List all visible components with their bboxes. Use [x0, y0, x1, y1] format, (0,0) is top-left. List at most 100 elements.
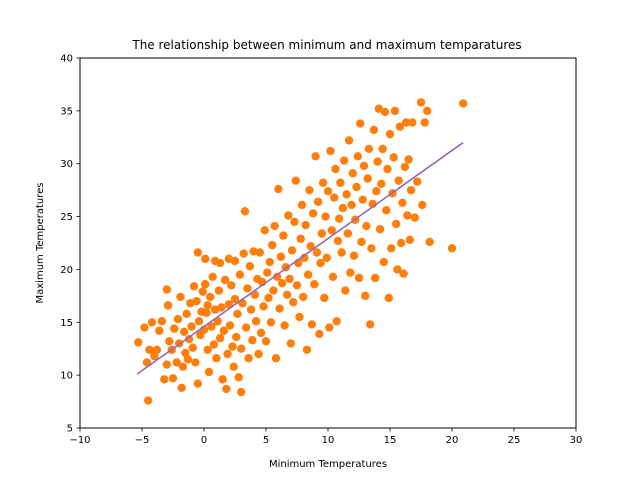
scatter-point — [140, 323, 149, 332]
scatter-point — [331, 164, 340, 174]
scatter-point — [364, 144, 374, 154]
scatter-point — [395, 122, 405, 131]
chart-title: The relationship between minimum and max… — [131, 38, 521, 52]
scatter-point — [265, 257, 274, 267]
scatter-point — [215, 258, 225, 268]
scatter-point — [188, 343, 198, 352]
scatter-point — [246, 305, 256, 314]
scatter-point — [306, 241, 315, 251]
scatter-point — [305, 185, 314, 195]
scatter-point — [224, 300, 233, 309]
scatter-point — [346, 268, 355, 277]
scatter-point — [400, 162, 410, 172]
scatter-point — [310, 280, 319, 289]
scatter-point — [225, 321, 235, 330]
scatter-point — [181, 348, 190, 358]
scatter-point — [292, 281, 302, 290]
scatter-point — [339, 156, 349, 165]
scatter-point — [361, 291, 370, 301]
scatter-point — [212, 354, 221, 363]
scatter-point — [362, 221, 371, 231]
y-tick-label: 40 — [60, 54, 73, 65]
scatter-point — [274, 184, 283, 194]
scatter-point — [165, 337, 174, 346]
scatter-point — [193, 248, 202, 257]
x-tick-label: 5 — [263, 435, 269, 446]
scatter-point — [383, 164, 392, 174]
scatter-point — [327, 226, 336, 235]
scatter-point — [222, 384, 231, 394]
scatter-point — [269, 286, 278, 295]
scatter-point — [382, 206, 391, 215]
scatter-point — [168, 374, 178, 383]
scatter-point — [266, 318, 276, 327]
scatter-point — [241, 323, 251, 332]
scatter-point — [178, 362, 188, 371]
x-tick-label: −5 — [135, 435, 150, 446]
scatter-point — [307, 320, 317, 329]
scatter-point — [399, 269, 408, 278]
scatter-point — [367, 244, 376, 253]
scatter-point — [229, 362, 238, 371]
scatter-point — [348, 169, 357, 178]
scatter-point — [369, 125, 379, 135]
scatter-point — [209, 340, 219, 349]
scatter-point — [206, 292, 215, 302]
scatter-point — [358, 195, 367, 204]
scatter-point — [375, 225, 385, 234]
x-tick-label: 10 — [322, 435, 335, 446]
scatter-point — [384, 293, 393, 303]
scatter-point — [370, 273, 380, 283]
scatter-point — [317, 229, 326, 238]
scatter-point — [323, 187, 333, 196]
scatter-point — [183, 355, 193, 364]
x-axis-label: Minimum Temperatures — [269, 459, 387, 470]
scatter-point — [342, 190, 351, 199]
scatter-point — [228, 342, 237, 351]
y-axis-label: Maximum Temperatures — [35, 182, 46, 303]
scatter-point — [270, 221, 279, 231]
chart-marks — [134, 98, 468, 405]
scatter-point — [189, 282, 199, 291]
x-tick-label: −10 — [69, 435, 90, 446]
scatter-point — [318, 178, 328, 187]
scatter-point — [390, 106, 400, 116]
scatter-point — [261, 337, 271, 346]
scatter-point — [285, 274, 294, 284]
scatter-point — [201, 254, 210, 264]
scatter-point — [207, 322, 216, 331]
scatter-point — [276, 252, 286, 261]
scatter-point — [227, 281, 236, 290]
scatter-point — [282, 290, 292, 299]
scatter-point — [385, 129, 395, 139]
scatter-point — [325, 323, 334, 332]
regression-line — [136, 141, 464, 375]
scatter-point — [238, 299, 247, 308]
scatter-point — [255, 248, 264, 257]
scatter-point — [393, 265, 402, 274]
scatter-point — [230, 294, 240, 304]
y-axis-ticks: 5 10 15 20 25 30 35 40 — [60, 54, 80, 435]
scatter-point — [301, 220, 310, 230]
scatter-point — [160, 375, 169, 384]
scatter-point — [316, 258, 325, 268]
scatter-point — [410, 213, 419, 222]
x-tick-label: 0 — [201, 435, 207, 446]
scatter-point — [328, 272, 338, 282]
scatter-point — [217, 303, 226, 312]
scatter-point — [458, 99, 468, 108]
scatter-point — [308, 209, 318, 218]
scatter-point — [296, 234, 305, 243]
scatter-point — [374, 104, 384, 113]
scatter-point — [359, 161, 369, 171]
x-axis-ticks: −10 −5 0 5 10 15 20 25 30 — [69, 428, 582, 446]
scatter-point — [284, 211, 293, 220]
scatter-point — [377, 179, 386, 188]
scatter-point — [144, 396, 153, 405]
scatter-point — [155, 326, 164, 335]
scatter-point — [289, 298, 298, 307]
scatter-point — [184, 335, 194, 344]
scatter-point — [248, 336, 257, 345]
scatter-point — [192, 296, 201, 306]
scatter-point — [447, 244, 457, 253]
